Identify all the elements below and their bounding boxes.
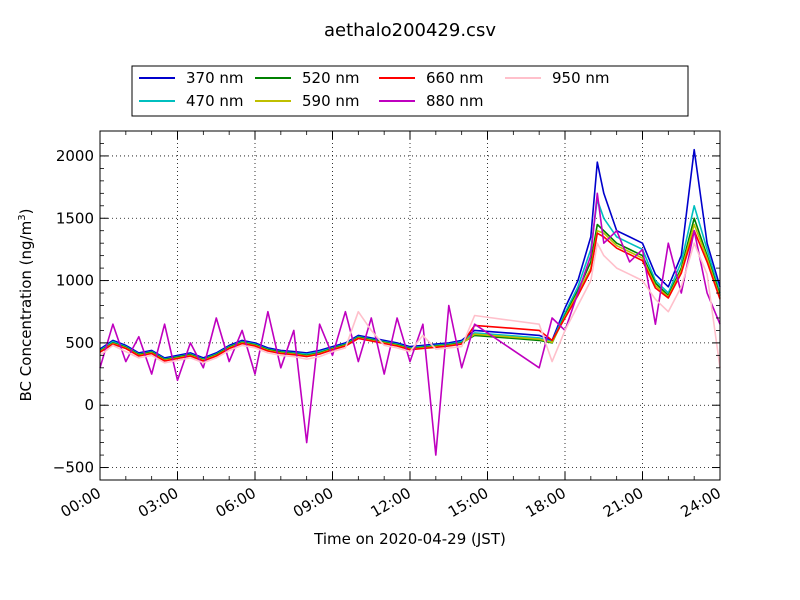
y-axis-label: BC Concentration (ng/m3) <box>17 209 35 402</box>
series-line-950-nm <box>99 242 721 368</box>
x-tick-label: 09:00 <box>290 484 336 521</box>
legend-label: 590 nm <box>302 92 360 110</box>
y-axis-ticks: −500 0 500 1000 1500 2000 <box>53 147 720 477</box>
x-axis-label: Time on 2020-04-29 (JST) <box>313 530 506 548</box>
y-axis-label-main: BC Concentration (ng/m <box>17 221 35 402</box>
legend: 370 nm 470 nm 520 nm 590 nm 660 nm 880 nm 950 … <box>131 65 689 117</box>
legend-label: 950 nm <box>552 69 610 87</box>
series-group <box>99 148 721 456</box>
chart-title: aethalo200429.csv <box>324 20 496 41</box>
legend-label: 470 nm <box>186 92 244 110</box>
plot-area <box>99 130 721 481</box>
x-tick-label: 15:00 <box>445 484 491 521</box>
y-tick-label: 1000 <box>56 272 94 290</box>
y-axis-label-tail: ) <box>17 209 35 215</box>
legend-label: 370 nm <box>186 69 244 87</box>
x-tick-label: 06:00 <box>213 484 259 521</box>
y-tick-label: 1500 <box>56 209 94 227</box>
legend-label: 520 nm <box>302 69 360 87</box>
y-tick-label: 500 <box>65 334 94 352</box>
grid <box>99 131 721 480</box>
plot-background <box>100 131 720 480</box>
x-tick-label: 03:00 <box>135 484 181 521</box>
legend-label: 880 nm <box>426 92 484 110</box>
y-tick-label: 0 <box>84 396 94 414</box>
x-tick-label: 12:00 <box>368 484 414 521</box>
x-tick-label: 21:00 <box>600 484 646 521</box>
y-axis-label-superscript: 3 <box>17 214 28 220</box>
x-tick-label: 00:00 <box>58 484 104 521</box>
y-tick-label: 2000 <box>56 147 94 165</box>
x-tick-label: 18:00 <box>523 484 569 521</box>
y-tick-label: −500 <box>53 459 94 477</box>
legend-label: 660 nm <box>426 69 484 87</box>
legend-frame <box>131 65 689 117</box>
x-tick-label: 24:00 <box>678 484 724 521</box>
